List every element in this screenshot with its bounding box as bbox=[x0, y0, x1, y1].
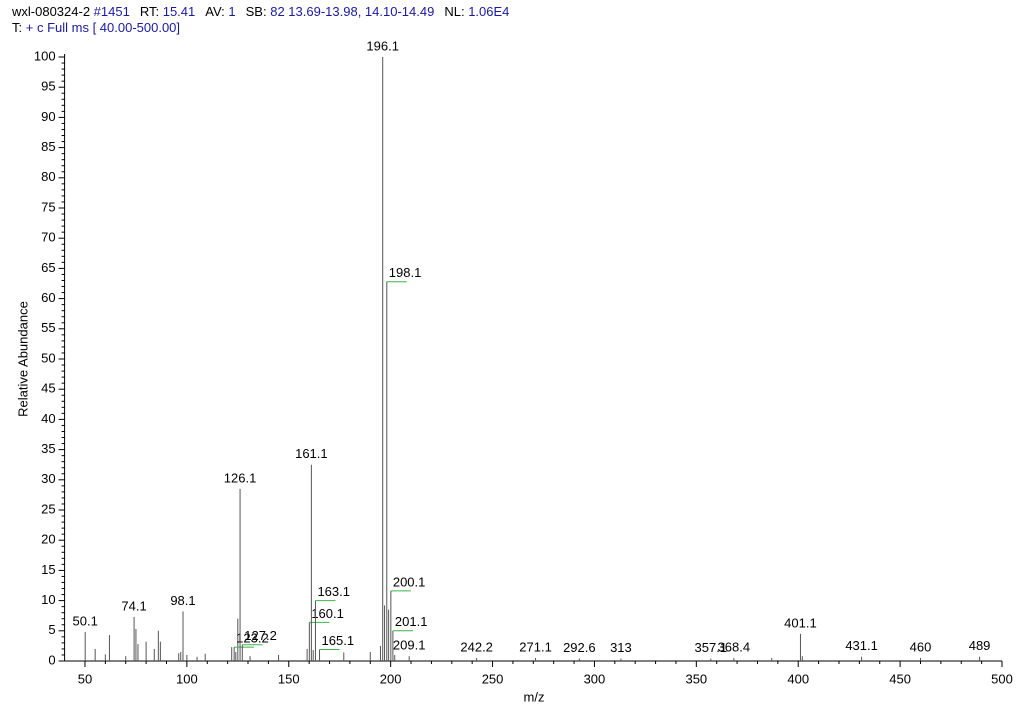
header-item: RT: 15.41 bbox=[140, 4, 195, 19]
x-tick-label: 50 bbox=[78, 671, 92, 686]
y-tick-label: 20 bbox=[41, 532, 55, 547]
x-tick-label: 200 bbox=[380, 671, 402, 686]
header-value: 1 bbox=[228, 4, 236, 19]
peak-label: 165.1 bbox=[322, 633, 355, 648]
peak-label: 74.1 bbox=[121, 598, 146, 613]
header-value: 15.41 bbox=[162, 4, 196, 19]
peak-label: 50.1 bbox=[73, 613, 98, 628]
peak-label: 126.1 bbox=[224, 470, 257, 485]
header-item: SB: 82 13.69-13.98, 14.10-14.49 bbox=[246, 4, 435, 19]
y-tick-label: 45 bbox=[41, 381, 55, 396]
y-tick-label: 100 bbox=[34, 48, 56, 63]
peak-label: 271.1 bbox=[519, 639, 552, 654]
x-tick-label: 350 bbox=[685, 671, 707, 686]
y-tick-label: 65 bbox=[41, 260, 55, 275]
peak-label: 401.1 bbox=[784, 615, 817, 630]
y-tick-label: 25 bbox=[41, 501, 55, 516]
y-tick-label: 15 bbox=[41, 562, 55, 577]
header-value: 1.06E4 bbox=[468, 4, 510, 19]
y-tick-label: 80 bbox=[41, 169, 55, 184]
x-tick-label: 250 bbox=[482, 671, 504, 686]
peak-label: 127.2 bbox=[244, 628, 277, 643]
peak-label: 368.4 bbox=[718, 639, 751, 654]
peak-label: 431.1 bbox=[845, 638, 878, 653]
header-label: SB: bbox=[245, 4, 267, 19]
x-tick-label: 400 bbox=[787, 671, 809, 686]
peak-label: 123.2 bbox=[236, 631, 269, 646]
peak-label: 242.2 bbox=[460, 639, 493, 654]
header-value: #1451 bbox=[93, 4, 130, 19]
peak-label: 163.1 bbox=[317, 584, 350, 599]
peak-label: 160.1 bbox=[311, 606, 344, 621]
peak-label: 357.1 bbox=[695, 640, 728, 655]
x-axis-label: m/z bbox=[524, 689, 545, 704]
peak-label: 98.1 bbox=[170, 593, 195, 608]
peak-label: 313 bbox=[610, 640, 632, 655]
peak-label: 292.6 bbox=[563, 640, 596, 655]
peak-label: 460 bbox=[910, 639, 932, 654]
y-tick-label: 50 bbox=[41, 350, 55, 365]
peak-label: 201.1 bbox=[395, 614, 428, 629]
header-item: wxl-080324-2 #1451 bbox=[12, 4, 130, 19]
x-tick-label: 100 bbox=[176, 671, 198, 686]
peak-label: 198.1 bbox=[389, 265, 422, 280]
y-tick-label: 30 bbox=[41, 471, 55, 486]
y-tick-label: 95 bbox=[41, 79, 55, 94]
peak-label: 209.1 bbox=[393, 638, 426, 653]
header-label: T: bbox=[12, 20, 23, 35]
x-tick-label: 450 bbox=[889, 671, 911, 686]
x-tick-label: 300 bbox=[584, 671, 606, 686]
y-tick-label: 0 bbox=[48, 652, 55, 667]
y-tick-label: 10 bbox=[41, 592, 55, 607]
peak-label: 161.1 bbox=[295, 446, 328, 461]
x-tick-label: 500 bbox=[991, 671, 1013, 686]
x-tick-label: 150 bbox=[278, 671, 300, 686]
peak-label: 196.1 bbox=[366, 38, 399, 53]
peak-label: 489 bbox=[969, 638, 991, 653]
header-value: 82 13.69-13.98, 14.10-14.49 bbox=[270, 4, 435, 19]
header-line: wxl-080324-2 #1451 RT: 15.41 AV: 1 SB: 82 1… bbox=[12, 4, 519, 20]
y-tick-label: 75 bbox=[41, 199, 55, 214]
header-label: wxl-080324-2 bbox=[12, 4, 91, 19]
y-tick-label: 60 bbox=[41, 290, 55, 305]
y-tick-label: 55 bbox=[41, 320, 55, 335]
y-tick-label: 85 bbox=[41, 139, 55, 154]
header-line: T: + c Full ms [ 40.00-500.00] bbox=[12, 20, 519, 36]
y-tick-label: 5 bbox=[48, 622, 55, 637]
header-value: + c Full ms [ 40.00-500.00] bbox=[25, 20, 181, 35]
y-tick-label: 40 bbox=[41, 411, 55, 426]
header-label: NL: bbox=[444, 4, 465, 19]
header-label: AV: bbox=[205, 4, 225, 19]
y-axis-label: Relative Abundance bbox=[15, 301, 30, 417]
peak-label: 200.1 bbox=[393, 574, 426, 589]
header-item: AV: 1 bbox=[205, 4, 235, 19]
y-tick-label: 35 bbox=[41, 441, 55, 456]
header-item: NL: 1.06E4 bbox=[444, 4, 509, 19]
y-tick-label: 90 bbox=[41, 109, 55, 124]
header-label: RT: bbox=[139, 4, 160, 19]
y-tick-label: 70 bbox=[41, 230, 55, 245]
header: wxl-080324-2 #1451 RT: 15.41 AV: 1 SB: 82 1… bbox=[12, 4, 519, 36]
